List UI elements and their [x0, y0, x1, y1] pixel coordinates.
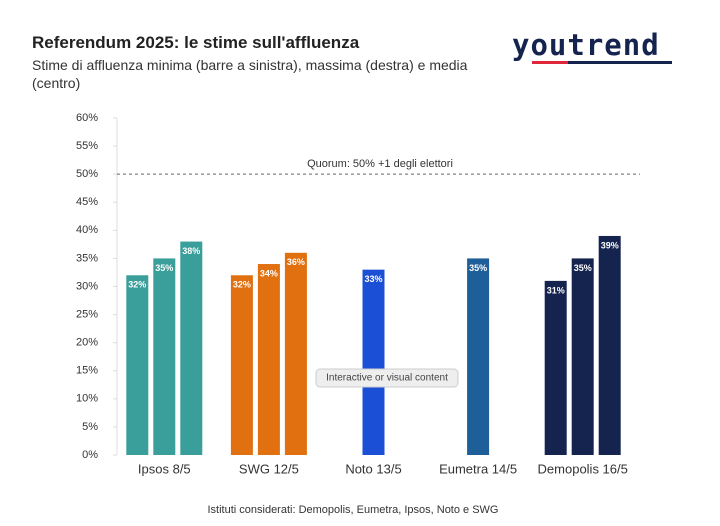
bar [180, 241, 203, 455]
y-tick-label: 15% [76, 365, 98, 377]
logo-underline-navy [568, 61, 672, 64]
x-tick-label: SWG 12/5 [239, 461, 299, 476]
bar-value-label: 35% [574, 263, 592, 273]
bar-value-label: 35% [469, 263, 487, 273]
bar [153, 258, 176, 455]
quorum-label: Quorum: 50% +1 degli elettori [307, 158, 453, 170]
y-tick-label: 45% [76, 196, 98, 208]
bar-value-label: 31% [547, 285, 565, 295]
y-tick-label: 30% [76, 280, 98, 292]
bar-value-label: 34% [260, 268, 278, 278]
bar-value-label: 39% [601, 240, 619, 250]
overlay-label: Interactive or visual content [326, 373, 448, 384]
bar-value-label: 33% [364, 274, 382, 284]
overlay-box [315, 368, 459, 388]
y-tick-label: 40% [76, 224, 98, 236]
x-tick-label: Ipsos 8/5 [138, 461, 191, 476]
bar [230, 275, 253, 455]
bar-value-label: 32% [128, 280, 146, 290]
y-tick-label: 20% [76, 337, 98, 349]
y-tick-label: 5% [82, 421, 98, 433]
y-tick-label: 35% [76, 252, 98, 264]
bar-value-label: 35% [155, 263, 173, 273]
y-tick-label: 60% [76, 112, 98, 124]
x-tick-label: Eumetra 14/5 [439, 461, 517, 476]
bar-value-label: 32% [233, 280, 251, 290]
y-tick-label: 25% [76, 308, 98, 320]
y-tick-label: 50% [76, 168, 98, 180]
bar [598, 235, 621, 455]
y-tick-label: 10% [76, 393, 98, 405]
bar [126, 275, 149, 455]
bar-value-label: 36% [287, 257, 305, 267]
bar [544, 280, 567, 455]
chart-subtitle: Stime di affluenza minima (barre a sinis… [32, 57, 468, 91]
chart-title: Referendum 2025: le stime sull'affluenza [32, 33, 360, 52]
y-tick-label: 0% [82, 449, 98, 461]
logo: youtrend [512, 28, 660, 62]
bar [257, 264, 280, 455]
x-tick-label: Noto 13/5 [345, 461, 401, 476]
footnote: Istituti considerati: Demopolis, Eumetra… [207, 504, 498, 516]
bar [571, 258, 594, 455]
bar-value-label: 38% [182, 246, 200, 256]
bar [362, 269, 385, 455]
x-tick-label: Demopolis 16/5 [538, 461, 628, 476]
bar [467, 258, 490, 455]
y-tick-label: 55% [76, 140, 98, 152]
logo-underline-red [532, 61, 568, 64]
bar [284, 252, 307, 455]
